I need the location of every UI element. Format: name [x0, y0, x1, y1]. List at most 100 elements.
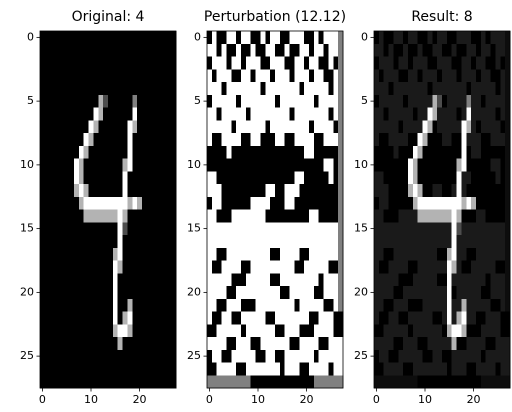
pixel [236, 56, 242, 70]
pixel [490, 209, 496, 223]
pixel [432, 375, 438, 389]
pixel [432, 82, 438, 96]
pixel [374, 56, 380, 70]
pixel [471, 260, 477, 274]
pixel [132, 235, 138, 249]
pixel [328, 82, 334, 96]
pixel [146, 31, 153, 45]
pixel [221, 171, 227, 185]
pixel [289, 56, 295, 70]
pixel [383, 82, 389, 96]
pixel [388, 184, 394, 198]
pixel [328, 145, 334, 159]
pixel [417, 31, 423, 45]
pixel [98, 31, 104, 45]
pixel [127, 222, 133, 236]
pixel [122, 260, 128, 274]
pixel [226, 362, 232, 376]
pixel [485, 324, 491, 338]
pixel [250, 235, 256, 249]
pixel [231, 133, 237, 147]
pixel [294, 273, 300, 287]
pixel [151, 82, 157, 96]
pixel [338, 107, 344, 121]
pixel [270, 56, 276, 70]
pixel [471, 43, 477, 57]
pixel [156, 158, 162, 172]
pixel [146, 43, 153, 57]
pixel [299, 298, 305, 312]
pixel [451, 286, 457, 300]
pixel [284, 196, 290, 210]
pixel [393, 120, 399, 134]
pixel [83, 158, 89, 172]
pixel [265, 337, 271, 351]
pixel [161, 324, 167, 338]
pixel [437, 260, 443, 274]
pixel [64, 209, 70, 223]
pixel [83, 311, 89, 325]
pixel [417, 311, 423, 325]
pixel [432, 324, 438, 338]
pixel [318, 145, 324, 159]
pixel [505, 69, 511, 83]
pixel [275, 133, 281, 147]
pixel [461, 94, 467, 108]
pixel [49, 235, 55, 249]
pixel [490, 158, 496, 172]
pixel [226, 349, 232, 363]
pixel [480, 196, 487, 210]
pixel [427, 120, 433, 134]
pixel [236, 196, 242, 210]
pixel [64, 31, 70, 45]
pixel [127, 133, 133, 147]
pixel [378, 31, 385, 45]
pixel [393, 324, 399, 338]
pixel [378, 133, 385, 147]
pixel [49, 247, 55, 261]
pixel [221, 362, 227, 376]
pixel [236, 375, 242, 389]
pixel [378, 120, 385, 134]
pixel [69, 298, 75, 312]
pixel [422, 94, 428, 108]
pixel [122, 311, 128, 325]
pixel [461, 209, 467, 223]
pixel [151, 349, 157, 363]
pixel [83, 247, 89, 261]
pixel [294, 43, 300, 57]
pixel [117, 94, 123, 108]
pixel [289, 145, 295, 159]
pixel [408, 82, 414, 96]
pixel [313, 120, 320, 134]
pixel [446, 184, 453, 198]
pixel [313, 107, 320, 121]
pixel [74, 362, 80, 376]
pixel [216, 56, 222, 70]
pixel [328, 31, 334, 45]
pixel [255, 260, 261, 274]
pixel [466, 120, 472, 134]
pixel [241, 209, 247, 223]
pixel [412, 56, 419, 70]
pixel [412, 82, 419, 96]
pixel [93, 349, 99, 363]
pixel [304, 337, 310, 351]
pixel [93, 311, 99, 325]
pixel [245, 362, 252, 376]
pixel [466, 247, 472, 261]
pixel [236, 362, 242, 376]
pixel [456, 171, 462, 185]
pixel [437, 171, 443, 185]
pixel [108, 43, 114, 57]
pixel [216, 298, 222, 312]
pixel [78, 273, 85, 287]
pixel [333, 273, 339, 287]
pixel [122, 247, 128, 261]
pixel [117, 69, 123, 83]
pixel [245, 209, 252, 223]
pixel [245, 349, 252, 363]
pixel [108, 222, 114, 236]
pixel [328, 260, 334, 274]
pixel [294, 337, 300, 351]
